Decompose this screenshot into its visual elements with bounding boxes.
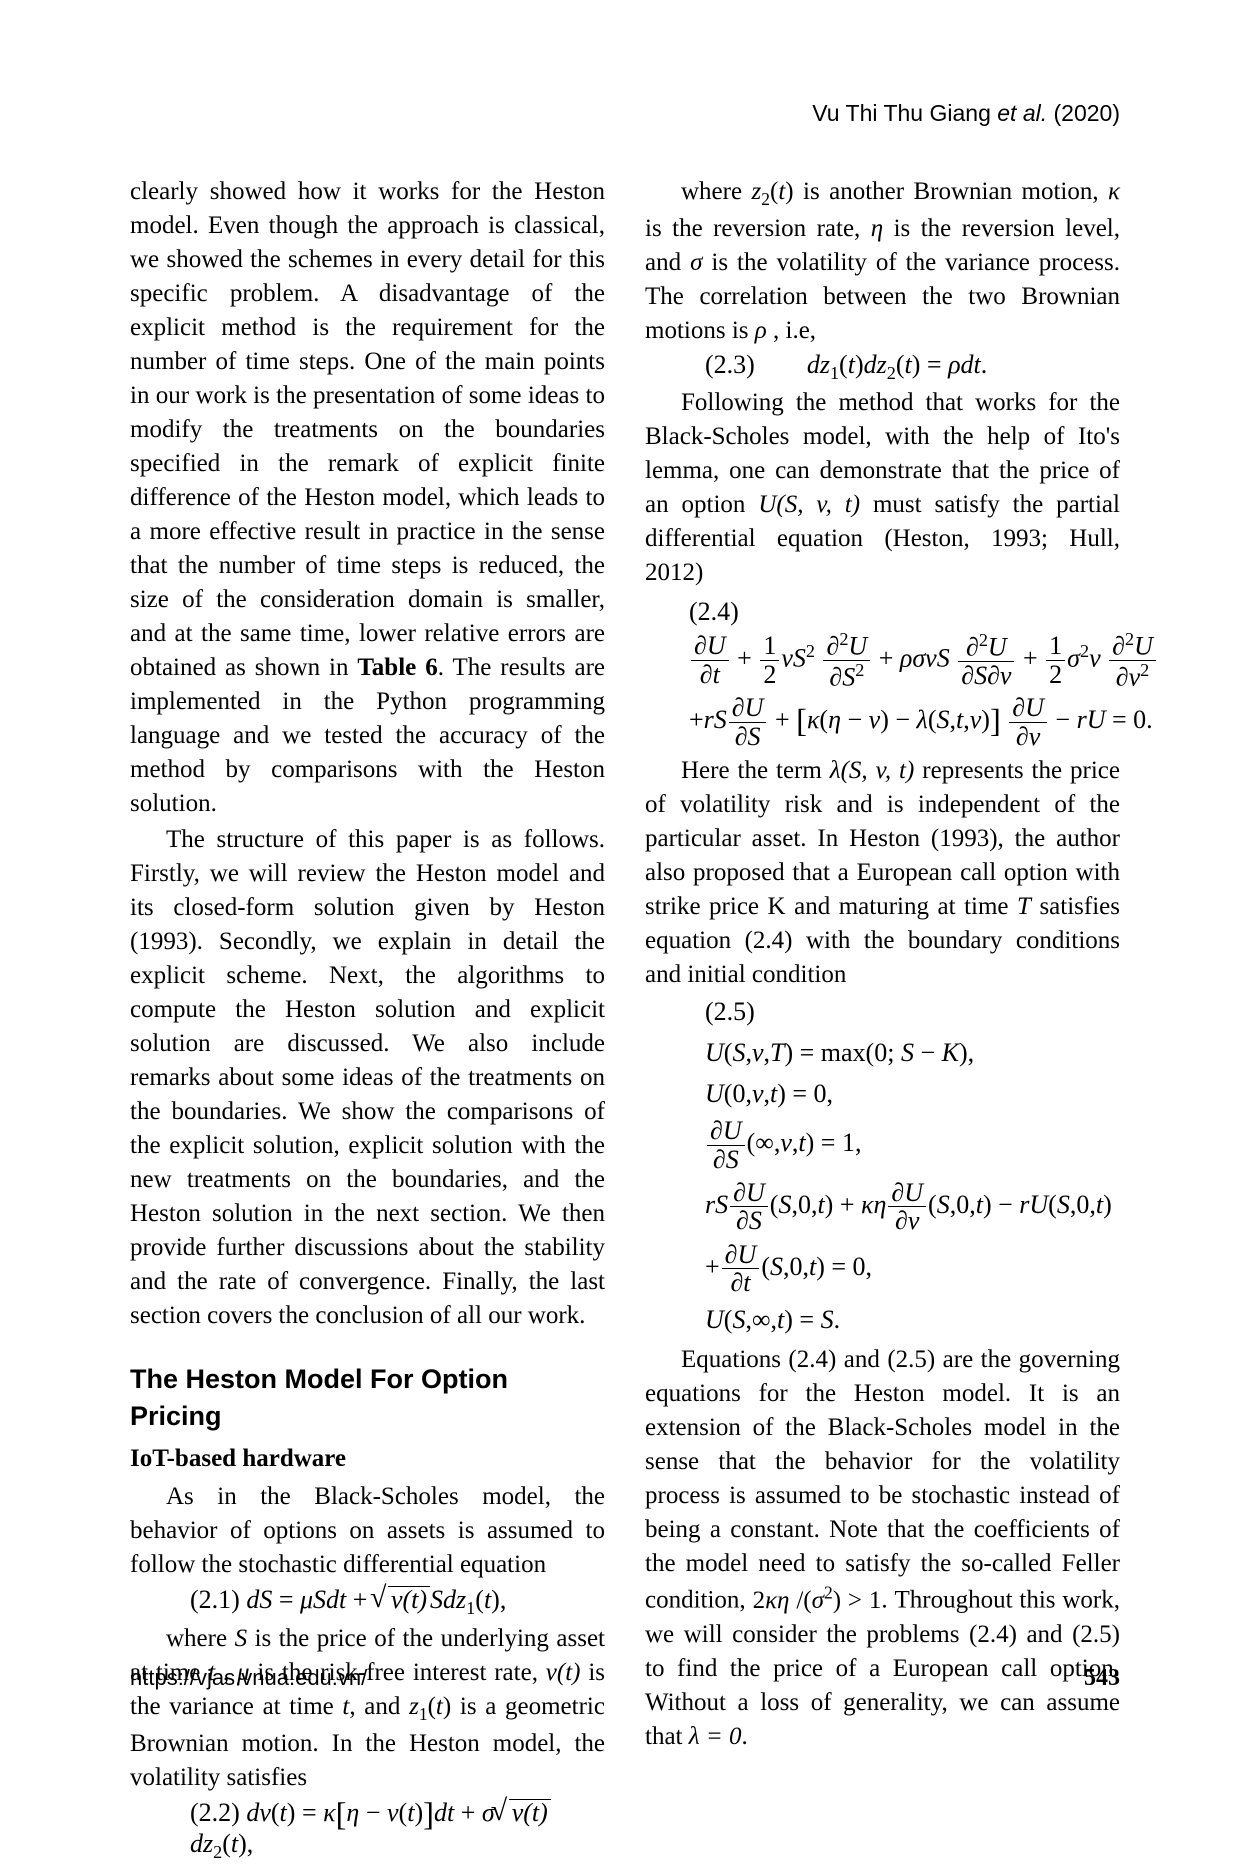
header-author: Vu Thi Thu Giang <box>812 100 991 126</box>
right-column: where z2(t) is another Brownian motion, … <box>645 175 1120 1866</box>
left-p2: The structure of this paper is as follow… <box>130 823 605 1333</box>
header-year: (2020) <box>1054 100 1120 126</box>
sym-rho: ρ <box>755 317 767 344</box>
sym-sigma: σ <box>690 249 702 276</box>
table6-ref: Table 6 <box>357 654 437 681</box>
equation-2-5: (2.5) U(S,v,T) = max(0; S − K), U(0,v,t)… <box>705 994 1120 1337</box>
sym-eta: η <box>871 215 883 242</box>
right-p3: Here the term λ(S, v, t) represents the … <box>645 754 1120 992</box>
footer-url: https://vjas.vnua.edu.vn/ <box>130 1665 367 1692</box>
eq23-label: (2.3) <box>705 350 755 379</box>
page: Vu Thi Thu Giang et al. (2020) clearly s… <box>0 0 1240 1754</box>
left-p3: As in the Black-Scholes model, the behav… <box>130 1480 605 1582</box>
eq24-label: (2.4) <box>689 594 1120 629</box>
equation-2-3: (2.3) dz1(t)dz2(t) = ρdt. <box>705 352 1120 382</box>
section-heading: The Heston Model For Option Pricing <box>130 1361 605 1434</box>
eq22-label: (2.2) <box>190 1798 240 1827</box>
sym-lambda-zero: λ = 0 <box>689 1723 742 1750</box>
page-number: 543 <box>1084 1665 1120 1692</box>
page-footer: https://vjas.vnua.edu.vn/ 543 <box>130 1665 1120 1692</box>
eq21-label: (2.1) <box>190 1585 240 1614</box>
subsection-heading: IoT-based hardware <box>130 1442 605 1476</box>
sym-S: S <box>235 1625 248 1652</box>
eq25-label: (2.5) <box>705 994 1120 1029</box>
left-p1: clearly showed how it works for the Hest… <box>130 175 605 821</box>
sym-T: T <box>1017 893 1031 920</box>
sym-kappa: κ <box>1108 178 1120 205</box>
equation-2-1: (2.1) dS = μSdt + v(t)Sdz1(t), <box>190 1586 605 1617</box>
right-p1: where z2(t) is another Brownian motion, … <box>645 175 1120 348</box>
header-etal: et al. <box>997 100 1047 126</box>
left-p4: where S is the price of the underlying a… <box>130 1622 605 1795</box>
sym-lambda-Svt: λ(S, v, t) <box>830 757 915 784</box>
two-column-body: clearly showed how it works for the Hest… <box>130 175 1120 1866</box>
running-header: Vu Thi Thu Giang et al. (2020) <box>812 100 1120 127</box>
equation-2-4: (2.4) ∂U∂t + 12vS2 ∂2U∂S2 + ρσvS ∂2U∂S∂v… <box>689 594 1120 750</box>
sym-U-Svt: U(S, v, t) <box>758 491 860 518</box>
right-p2: Following the method that works for the … <box>645 386 1120 590</box>
left-column: clearly showed how it works for the Hest… <box>130 175 605 1866</box>
equation-2-2: (2.2) dv(t) = κ[η − v(t)]dt + σv(t)dz2(t… <box>190 1799 605 1862</box>
